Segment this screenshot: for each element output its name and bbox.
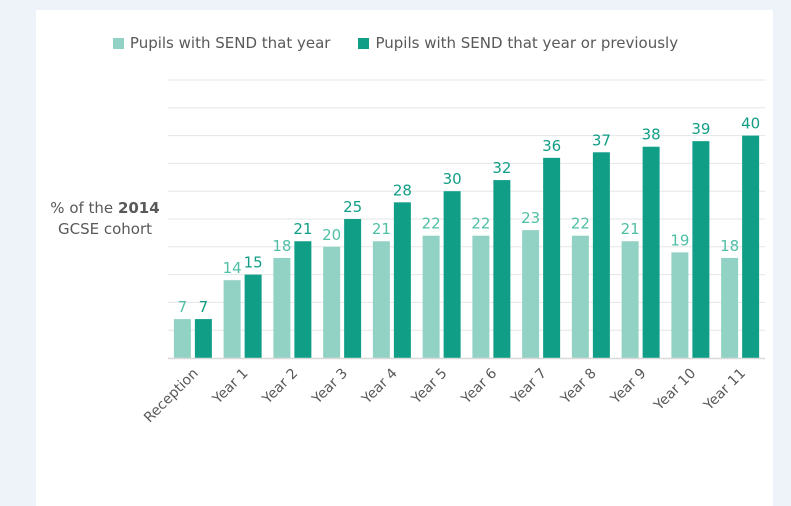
data-label: 36 xyxy=(542,137,561,155)
data-label: 15 xyxy=(244,254,263,272)
bar-send-that-year-or-previously xyxy=(443,191,461,358)
data-label: 21 xyxy=(372,220,391,238)
data-label: 7 xyxy=(199,298,209,316)
bar-send-that-year xyxy=(273,257,291,358)
x-tick-label: Year 6 xyxy=(458,365,500,407)
bar-send-that-year xyxy=(422,235,440,358)
bar-send-that-year xyxy=(522,230,540,358)
bar-send-that-year xyxy=(472,235,490,358)
legend-label: Pupils with SEND that year or previously xyxy=(375,34,679,52)
legend-label: Pupils with SEND that year xyxy=(129,34,331,52)
data-label: 32 xyxy=(492,159,511,177)
x-tick-label: Year 11 xyxy=(700,366,749,415)
data-label: 21 xyxy=(621,220,640,238)
data-label: 14 xyxy=(223,259,242,277)
data-label: 40 xyxy=(741,115,760,133)
bar-send-that-year xyxy=(571,235,589,358)
legend-item-send-that-year: Pupils with SEND that year xyxy=(112,34,331,52)
data-label: 19 xyxy=(670,231,689,249)
bar-send-that-year xyxy=(671,252,689,358)
data-label: 37 xyxy=(592,131,611,149)
bar-send-that-year xyxy=(621,241,639,358)
x-tick-label: Year 7 xyxy=(508,366,550,408)
data-label: 25 xyxy=(343,198,362,216)
data-label: 7 xyxy=(178,298,188,316)
bar-send-that-year-or-previously xyxy=(294,241,312,358)
bar-send-that-year xyxy=(372,241,390,358)
legend-swatch-light xyxy=(112,37,124,49)
bar-send-that-year-or-previously xyxy=(194,319,212,358)
data-label: 22 xyxy=(471,215,490,233)
bar-send-that-year-or-previously xyxy=(393,202,411,358)
bar-send-that-year-or-previously xyxy=(592,152,610,358)
data-label: 28 xyxy=(393,181,412,199)
bar-send-that-year-or-previously xyxy=(493,180,511,358)
x-tick-label: Year 8 xyxy=(557,366,599,408)
bar-send-that-year xyxy=(323,246,341,358)
data-label: 39 xyxy=(691,120,710,138)
bar-send-that-year-or-previously xyxy=(344,219,362,358)
x-tick-label: Year 2 xyxy=(259,366,301,408)
x-tick-label: Year 5 xyxy=(408,366,450,408)
bar-send-that-year-or-previously xyxy=(642,146,660,358)
x-tick-label: Year 3 xyxy=(309,366,351,408)
data-label: 18 xyxy=(720,237,739,255)
data-label: 30 xyxy=(443,170,462,188)
bar-send-that-year-or-previously xyxy=(692,141,710,358)
data-label: 38 xyxy=(642,126,661,144)
data-label: 21 xyxy=(293,220,312,238)
data-label: 23 xyxy=(521,209,540,227)
x-tick-label: Year 10 xyxy=(650,366,699,415)
chart-legend: Pupils with SEND that year Pupils with S… xyxy=(0,34,791,52)
legend-swatch-dark xyxy=(358,37,370,49)
data-label: 18 xyxy=(272,237,291,255)
x-tick-label: Year 9 xyxy=(607,366,649,408)
bar-send-that-year xyxy=(721,257,739,358)
bar-send-that-year xyxy=(173,319,191,358)
data-label: 20 xyxy=(322,226,341,244)
x-tick-label: Reception xyxy=(141,366,202,427)
x-tick-label: Year 1 xyxy=(209,366,251,408)
bar-send-that-year xyxy=(223,280,241,358)
x-tick-label: Year 4 xyxy=(358,365,400,407)
legend-item-send-that-year-or-previously: Pupils with SEND that year or previously xyxy=(358,34,678,52)
bar-send-that-year-or-previously xyxy=(742,135,760,358)
data-label: 22 xyxy=(571,215,590,233)
data-label: 22 xyxy=(422,215,441,233)
bar-send-that-year-or-previously xyxy=(543,157,561,358)
bar-send-that-year-or-previously xyxy=(244,274,262,358)
y-axis-label: % of the 2014 GCSE cohort xyxy=(50,199,160,238)
